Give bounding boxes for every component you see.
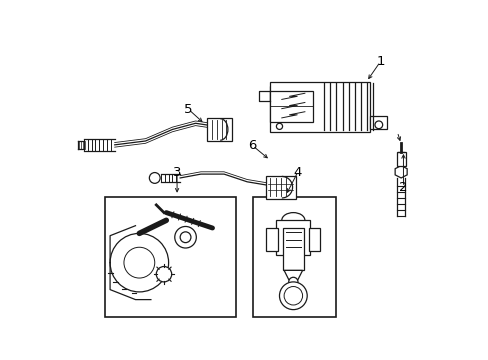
Bar	[369, 116, 386, 130]
Bar	[396, 152, 405, 166]
Text: 5: 5	[184, 103, 192, 116]
Circle shape	[174, 226, 196, 248]
Text: 6: 6	[248, 139, 256, 152]
Text: 1: 1	[375, 55, 384, 68]
Text: 2: 2	[398, 181, 407, 194]
Bar	[207, 118, 231, 141]
Bar	[282, 228, 304, 270]
Text: 4: 4	[293, 166, 301, 179]
Circle shape	[288, 277, 297, 287]
Bar	[270, 91, 312, 122]
Bar	[276, 220, 310, 255]
Circle shape	[149, 172, 160, 183]
Bar	[308, 228, 320, 251]
Circle shape	[180, 232, 190, 243]
Circle shape	[156, 266, 171, 282]
Bar	[253, 197, 336, 316]
Polygon shape	[394, 166, 407, 178]
Circle shape	[276, 123, 282, 130]
Polygon shape	[284, 270, 302, 280]
Bar	[270, 82, 369, 132]
Bar	[266, 228, 277, 251]
Circle shape	[374, 121, 382, 129]
Text: 3: 3	[173, 166, 181, 179]
Bar	[266, 176, 295, 199]
Circle shape	[123, 247, 154, 278]
Circle shape	[110, 233, 168, 292]
Bar	[104, 197, 235, 316]
Bar	[270, 86, 286, 101]
Circle shape	[279, 282, 306, 310]
Circle shape	[284, 287, 302, 305]
